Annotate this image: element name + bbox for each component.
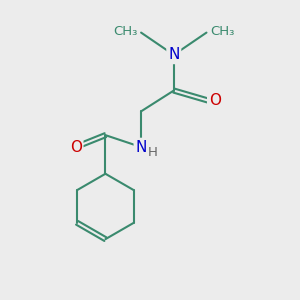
Text: O: O bbox=[209, 94, 221, 109]
Text: CH₃: CH₃ bbox=[210, 25, 234, 38]
Text: CH₃: CH₃ bbox=[113, 25, 137, 38]
Text: N: N bbox=[135, 140, 147, 154]
Text: O: O bbox=[70, 140, 82, 154]
Text: H: H bbox=[147, 146, 157, 159]
Text: N: N bbox=[168, 47, 179, 62]
